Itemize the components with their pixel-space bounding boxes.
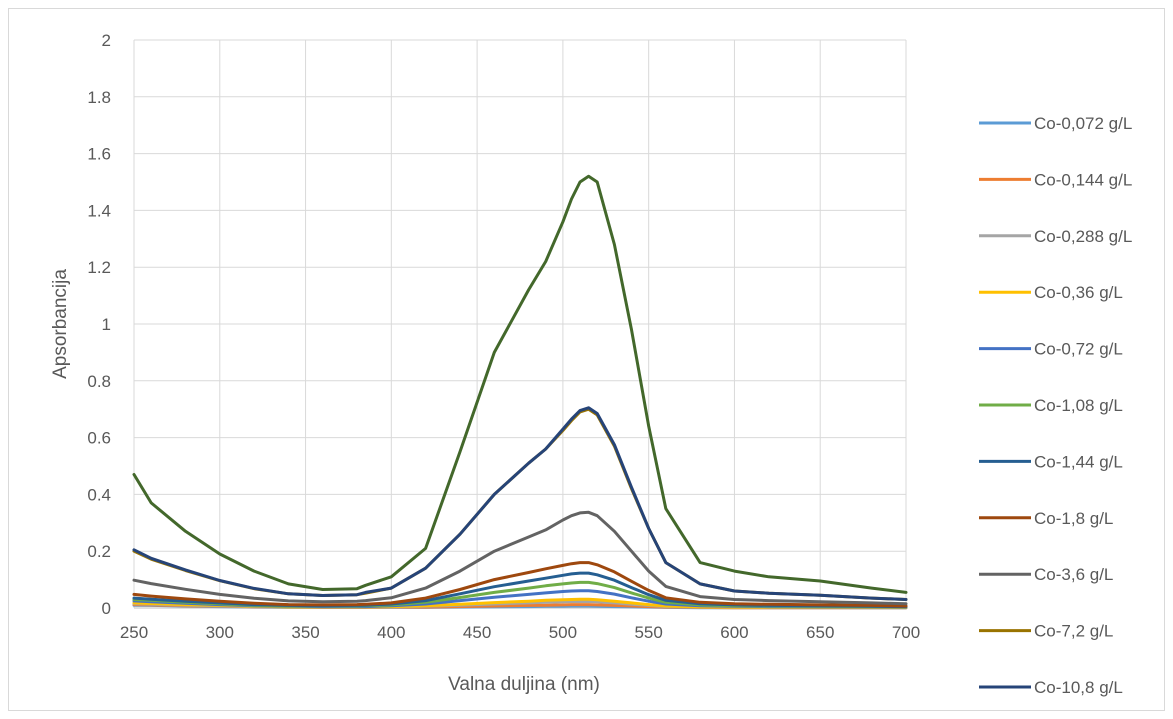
y-tick-label: 0.6 [87,429,111,448]
series-line-9 [132,510,908,606]
x-tick-label: 550 [634,623,662,642]
series-line-8 [132,561,908,608]
legend-label: Co-1,08 g/L [1034,396,1123,415]
legend-label: Co-1,44 g/L [1034,452,1123,471]
legend: Co-0,072 g/L Co-0,144 g/L Co-0,288 g/L Co-0… [979,114,1132,697]
series-line-11 [132,406,908,601]
x-axis-ticks: 250 300 350 400 450 500 550 600 650 700 [120,623,920,642]
y-tick-label: 1 [102,315,111,334]
x-tick-label: 300 [206,623,234,642]
y-tick-label: 0.2 [87,542,111,561]
legend-item: Co-1,8 g/L [979,509,1113,528]
legend-label: Co-3,6 g/L [1034,565,1113,584]
y-tick-label: 0.4 [87,485,111,504]
legend-item: Co-3,6 g/L [979,565,1113,584]
chart-area [8,8,1165,711]
x-tick-label: 700 [892,623,920,642]
legend-label: Co-0,072 g/L [1034,114,1132,133]
legend-item: Co-0,072 g/L [979,114,1132,133]
y-tick-label: 0.8 [87,372,111,391]
legend-label: Co-0,72 g/L [1034,340,1123,359]
x-tick-label: 500 [549,623,577,642]
y-axis-title: Apsorbancija [50,269,71,379]
y-tick-label: 1.8 [87,88,111,107]
y-tick-label: 1.2 [87,258,111,277]
legend-item: Co-0,288 g/L [979,227,1132,246]
y-tick-label: 1.6 [87,145,111,164]
y-tick-label: 2 [102,31,111,50]
x-tick-label: 350 [291,623,319,642]
legend-item: Co-0,144 g/L [979,170,1132,189]
gridlines [133,39,907,608]
x-tick-label: 400 [377,623,405,642]
legend-item: Co-1,44 g/L [979,452,1123,471]
legend-label: Co-10,8 g/L [1034,678,1123,697]
series-line-12 [132,174,908,594]
y-tick-label: 1.4 [87,201,111,220]
legend-label: Co-1,8 g/L [1034,509,1113,528]
y-axis-ticks: 0 0.2 0.4 0.6 0.8 1 1.2 1.4 1.6 1.8 2 [87,31,111,618]
legend-label: Co-0,144 g/L [1034,170,1132,189]
legend-item: Co-0,36 g/L [979,283,1123,302]
legend-item: Co-7,2 g/L [979,622,1113,641]
y-tick-label: 0 [102,599,111,618]
x-tick-label: 650 [806,623,834,642]
legend-label: Co-0,36 g/L [1034,283,1123,302]
x-tick-label: 600 [720,623,748,642]
legend-item: Co-0,72 g/L [979,340,1123,359]
x-axis-title: Valna duljina (nm) [448,674,600,695]
legend-label: Co-7,2 g/L [1034,622,1113,641]
legend-item: Co-10,8 g/L [979,678,1123,697]
legend-item: Co-1,08 g/L [979,396,1123,415]
x-tick-label: 450 [463,623,491,642]
legend-label: Co-0,288 g/L [1034,227,1132,246]
x-tick-label: 250 [120,623,148,642]
series-lines [132,174,908,610]
